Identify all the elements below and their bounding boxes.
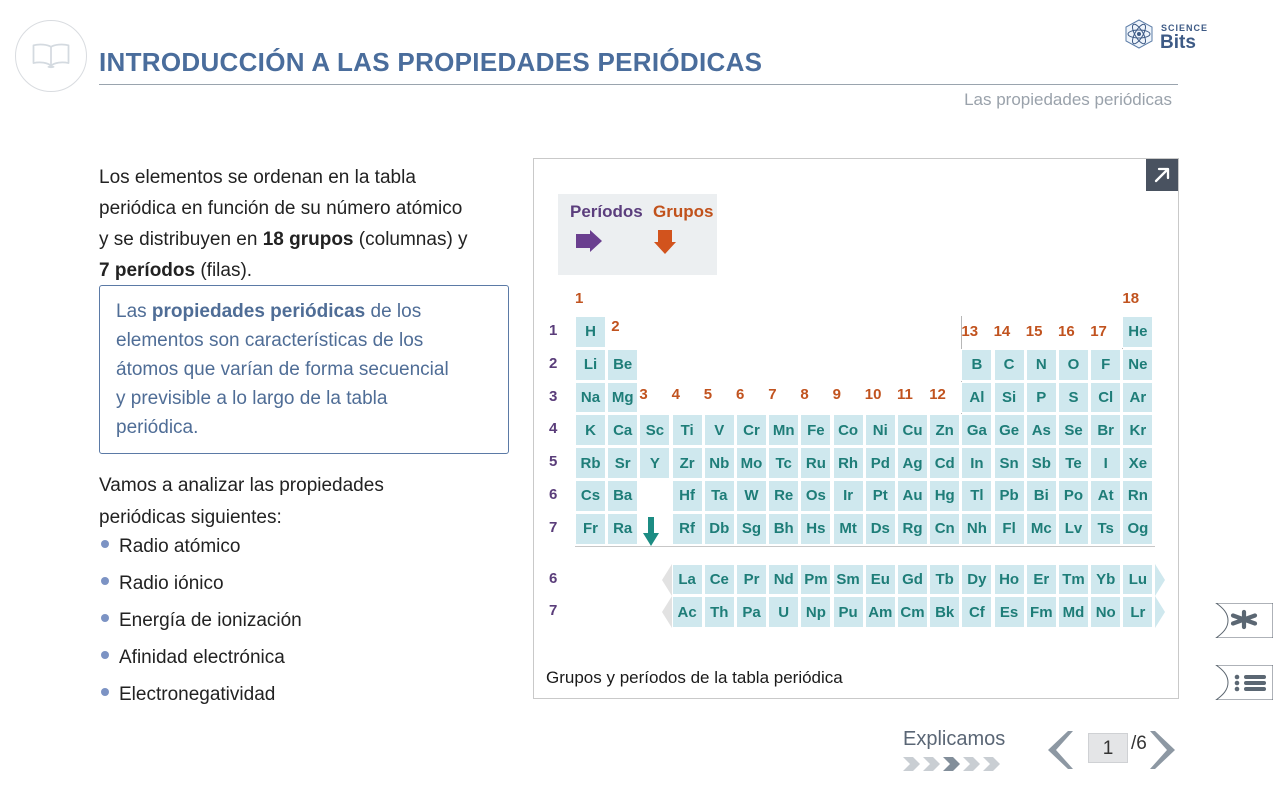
svg-text:Bits: Bits: [1160, 32, 1196, 53]
